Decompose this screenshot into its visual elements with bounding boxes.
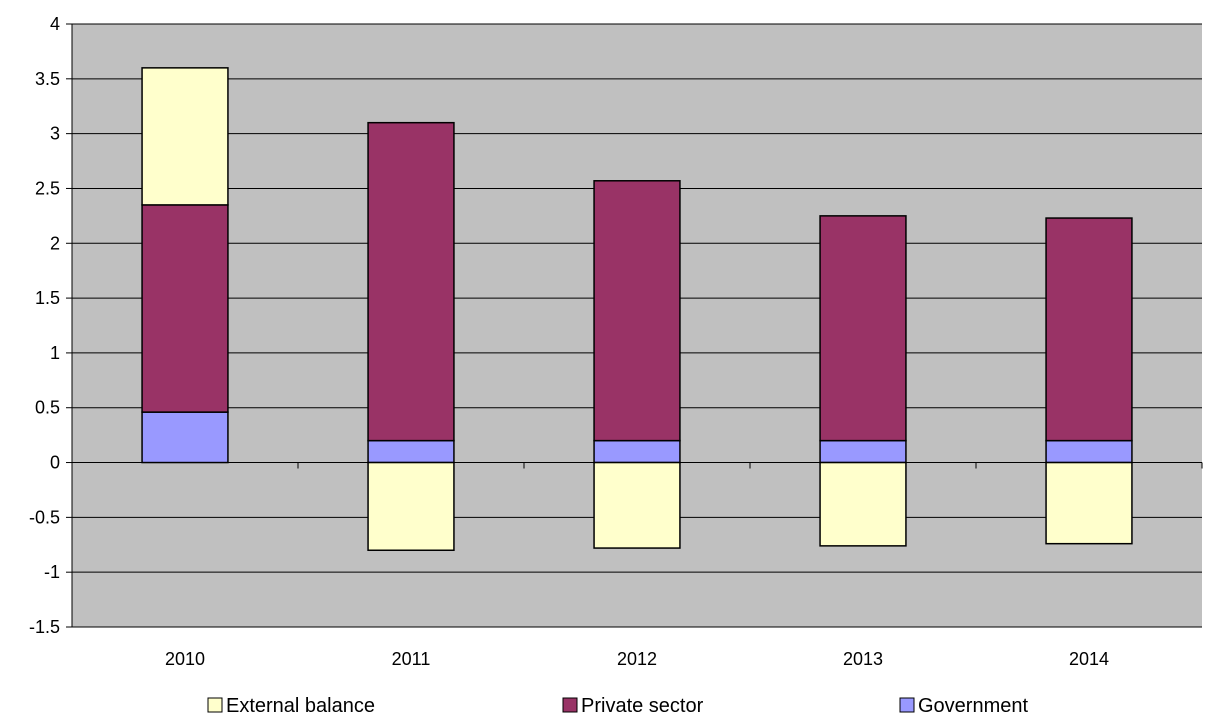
y-tick-label: 3.5 [35, 69, 60, 89]
y-tick-label: 2.5 [35, 178, 60, 198]
y-tick-label: -1.5 [29, 617, 60, 637]
bar-government-2013 [819, 439, 907, 464]
y-tick-label: -0.5 [29, 507, 60, 527]
y-tick-label: 0 [50, 453, 60, 473]
x-tick-labels: 2010 2011 2012 2013 2014 [165, 649, 1109, 669]
x-tick-label: 2010 [165, 649, 205, 669]
x-tick-label: 2012 [617, 649, 657, 669]
bar-private-sector-2014 [1045, 217, 1133, 442]
bar-external-balance-2012 [593, 461, 681, 549]
bar-government-2014 [1045, 439, 1133, 464]
bar-external-balance-2010 [141, 67, 229, 206]
bar-external-balance-2011 [367, 461, 455, 552]
bar-private-sector-2011 [367, 121, 455, 442]
y-tick-label: 2 [50, 233, 60, 253]
bar-government-2011 [367, 439, 455, 464]
x-tick-label: 2014 [1069, 649, 1109, 669]
legend-label-government: Government [918, 695, 1028, 717]
bar-government-2010 [141, 411, 229, 464]
y-tick-label: 0.5 [35, 398, 60, 418]
y-tick-label: 4 [50, 14, 60, 34]
bar-external-balance-2014 [1045, 461, 1133, 545]
y-tick-labels: 4 3.5 3 2.5 2 1.5 1 0.5 0 -0.5 -1 -1.5 [29, 14, 60, 637]
y-tick-label: 1 [50, 343, 60, 363]
bar-private-sector-2013 [819, 215, 907, 442]
x-tick-label: 2013 [843, 649, 883, 669]
bar-private-sector-2012 [593, 180, 681, 442]
bar-external-balance-2013 [819, 461, 907, 547]
y-tick-label: -1 [44, 562, 60, 582]
legend-swatch-government [899, 697, 915, 713]
bar-government-2012 [593, 439, 681, 464]
legend: External balance Private sector Governme… [207, 695, 1028, 717]
legend-swatch-external-balance [207, 697, 223, 713]
legend-label-private-sector: Private sector [581, 695, 704, 717]
y-tick-label: 3 [50, 124, 60, 144]
x-tick-label: 2011 [392, 649, 431, 669]
bar-private-sector-2010 [141, 204, 229, 413]
y-tick-label: 1.5 [35, 288, 60, 308]
axes [71, 24, 1202, 627]
bars [141, 67, 1133, 552]
legend-swatch-private-sector [562, 697, 578, 713]
legend-label-external-balance: External balance [226, 695, 375, 717]
